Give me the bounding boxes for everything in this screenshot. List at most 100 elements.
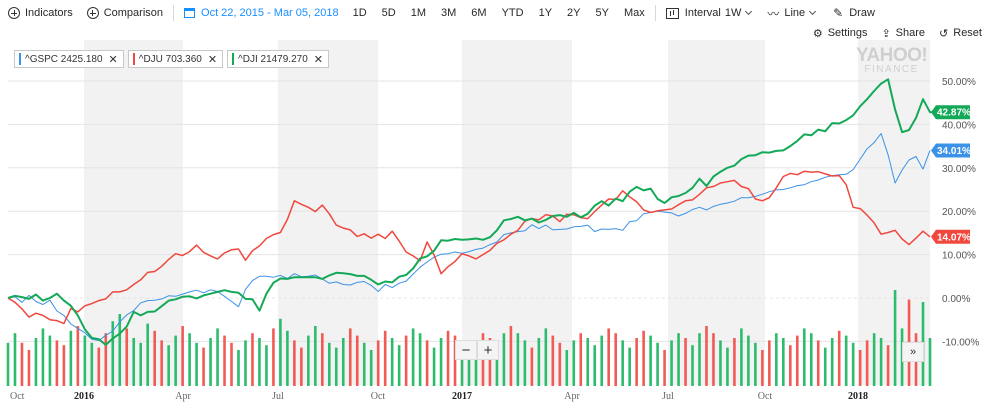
period-ytd[interactable]: YTD bbox=[501, 7, 524, 19]
volume-bar bbox=[20, 342, 24, 386]
volume-bar bbox=[230, 342, 233, 386]
x-tick-label: Oct bbox=[371, 391, 386, 402]
legend-gspc[interactable]: ^GSPC 2425.180 ✕ bbox=[14, 50, 124, 68]
volume-bar bbox=[663, 350, 666, 386]
volume-bar bbox=[125, 328, 129, 386]
volume-bar bbox=[251, 333, 254, 386]
comparison-button[interactable]: Comparison bbox=[86, 7, 164, 19]
period-max[interactable]: Max bbox=[623, 7, 645, 19]
volume-bar bbox=[237, 350, 240, 386]
chevron-down-icon bbox=[809, 7, 817, 16]
settings-label: Settings bbox=[827, 27, 868, 39]
comparison-legend: ^GSPC 2425.180 ✕ ^DJU 703.360 ✕ ^DJI 214… bbox=[14, 50, 333, 68]
settings-button[interactable]: ⚙ Settings bbox=[813, 26, 868, 40]
reset-label: Reset bbox=[953, 27, 982, 39]
volume-bar bbox=[62, 345, 66, 386]
volume-bar bbox=[677, 333, 680, 386]
period-5y[interactable]: 5Y bbox=[595, 7, 609, 19]
share-button[interactable]: ⇪ Share bbox=[881, 26, 925, 40]
volume-bar bbox=[369, 350, 373, 386]
last-value-tag: 34.01% bbox=[931, 143, 971, 158]
interval-dropdown[interactable]: Interval 1W bbox=[665, 7, 753, 19]
volume-bar bbox=[928, 338, 932, 386]
interval-label: Interval bbox=[684, 7, 721, 19]
yahoo-finance-watermark: YAHOO! FINANCE bbox=[856, 46, 928, 75]
chart-type-dropdown[interactable]: 〰 Line bbox=[767, 5, 817, 22]
expand-button[interactable]: » bbox=[902, 342, 924, 362]
period-3m[interactable]: 3M bbox=[441, 7, 457, 19]
volume-bar bbox=[642, 330, 645, 386]
volume-bar bbox=[509, 326, 513, 386]
volume-bar bbox=[286, 330, 289, 386]
volume-bar bbox=[537, 338, 541, 386]
volume-bar bbox=[321, 333, 324, 386]
period-2y[interactable]: 2Y bbox=[567, 7, 581, 19]
period-1m[interactable]: 1M bbox=[410, 7, 427, 19]
period-5d[interactable]: 5D bbox=[381, 7, 396, 19]
tag-text: 34.01% bbox=[937, 146, 971, 157]
volume-bar bbox=[160, 340, 163, 386]
period-1d[interactable]: 1D bbox=[352, 7, 367, 19]
x-tick-label: 2018 bbox=[848, 391, 868, 402]
volume-bar bbox=[816, 340, 820, 386]
toolbar-divider bbox=[173, 5, 175, 21]
volume-bar bbox=[865, 340, 869, 386]
volume-bar bbox=[209, 338, 212, 386]
period-1y[interactable]: 1Y bbox=[538, 7, 553, 19]
volume-bar bbox=[139, 342, 143, 386]
volume-bar bbox=[823, 347, 827, 386]
volume-bar bbox=[279, 318, 282, 386]
volume-bar bbox=[614, 333, 617, 386]
date-range-picker[interactable]: Oct 22, 2015 - Mar 05, 2018 bbox=[184, 7, 339, 19]
volume-bar bbox=[523, 340, 527, 386]
y-tick-label: 30.00% bbox=[942, 164, 976, 175]
volume-bar bbox=[502, 333, 506, 386]
volume-bar bbox=[782, 338, 785, 386]
close-icon[interactable]: ✕ bbox=[108, 53, 118, 66]
zoom-in-button[interactable]: + bbox=[477, 340, 499, 360]
volume-bar bbox=[858, 350, 862, 386]
candlestick-icon bbox=[665, 7, 679, 19]
comparison-label: Comparison bbox=[103, 7, 164, 19]
quarter-band bbox=[462, 40, 572, 385]
date-range-label: Oct 22, 2015 - Mar 05, 2018 bbox=[201, 7, 339, 19]
volume-bar bbox=[453, 335, 457, 386]
comparison-chart[interactable]: 50.00% 40.00% 30.00% 20.00% 10.00% 0.00% -10.0… bbox=[0, 40, 984, 412]
legend-dju[interactable]: ^DJU 703.360 ✕ bbox=[127, 50, 224, 68]
volume-bar bbox=[768, 340, 771, 386]
indicators-button[interactable]: Indicators bbox=[8, 7, 73, 19]
volume-bar bbox=[886, 345, 890, 386]
volume-bar bbox=[844, 335, 848, 386]
volume-bar bbox=[223, 335, 226, 386]
close-icon[interactable]: ✕ bbox=[207, 53, 218, 66]
x-tick-label: Jul bbox=[272, 391, 284, 402]
volume-bar bbox=[551, 335, 555, 386]
volume-bar bbox=[425, 340, 429, 386]
tag-text: 42.87% bbox=[937, 108, 971, 119]
volume-bar bbox=[383, 330, 387, 386]
volume-bar bbox=[328, 342, 331, 386]
volume-bar bbox=[726, 347, 729, 386]
volume-bar bbox=[684, 338, 687, 386]
close-icon[interactable]: ✕ bbox=[313, 53, 323, 66]
volume-bar bbox=[621, 340, 624, 386]
zoom-out-button[interactable]: − bbox=[455, 340, 477, 360]
draw-button[interactable]: ✎ Draw bbox=[833, 6, 875, 20]
period-6m[interactable]: 6M bbox=[471, 7, 487, 19]
volume-bar bbox=[272, 328, 275, 386]
quarter-band bbox=[668, 40, 765, 385]
reset-button[interactable]: ↺ Reset bbox=[939, 26, 982, 40]
legend-dji[interactable]: ^DJI 21479.270 ✕ bbox=[227, 50, 329, 68]
y-tick-label: 20.00% bbox=[942, 207, 976, 218]
volume-bar bbox=[872, 333, 876, 386]
period-selector: 1D 5D 1M 3M 6M YTD 1Y 2Y 5Y Max bbox=[353, 7, 645, 19]
volume-bar bbox=[607, 328, 610, 386]
legend-label: ^GSPC 2425.180 bbox=[25, 53, 103, 65]
legend-label: ^DJU 703.360 bbox=[138, 53, 202, 65]
volume-bar bbox=[104, 333, 108, 386]
gear-icon: ⚙ bbox=[812, 27, 823, 40]
x-tick-label: Apr bbox=[175, 391, 191, 402]
volume-bar bbox=[565, 350, 569, 386]
volume-bar bbox=[153, 330, 156, 386]
volume-bar bbox=[111, 321, 115, 386]
